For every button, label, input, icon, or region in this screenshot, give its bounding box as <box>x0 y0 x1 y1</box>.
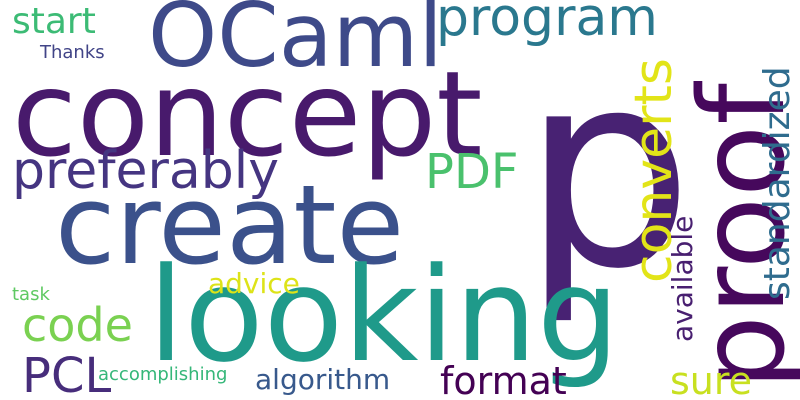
word-advice: advice <box>208 267 300 300</box>
word-available: available <box>666 215 699 342</box>
word-sure: sure <box>670 359 753 400</box>
word-start: start <box>12 1 96 42</box>
word-accomplishing: accomplishing <box>98 364 228 385</box>
word-looking: looking <box>148 239 620 391</box>
word-preferably: preferably <box>12 141 280 201</box>
word-pcl: PCL <box>22 348 112 400</box>
word-p: p <box>522 13 694 328</box>
word-concept: concept <box>12 45 483 183</box>
word-ocaml: OCaml <box>148 0 443 87</box>
word-standardized: standardized <box>757 66 798 300</box>
word-pdf: PDF <box>425 144 519 200</box>
word-program: program <box>436 0 658 48</box>
word-code: code <box>22 298 133 352</box>
word-task: task <box>12 284 50 305</box>
word-thanks: Thanks <box>40 42 105 63</box>
word-algorithm: algorithm <box>255 363 391 396</box>
word-create: create <box>55 161 405 289</box>
word-format: format <box>440 359 567 400</box>
